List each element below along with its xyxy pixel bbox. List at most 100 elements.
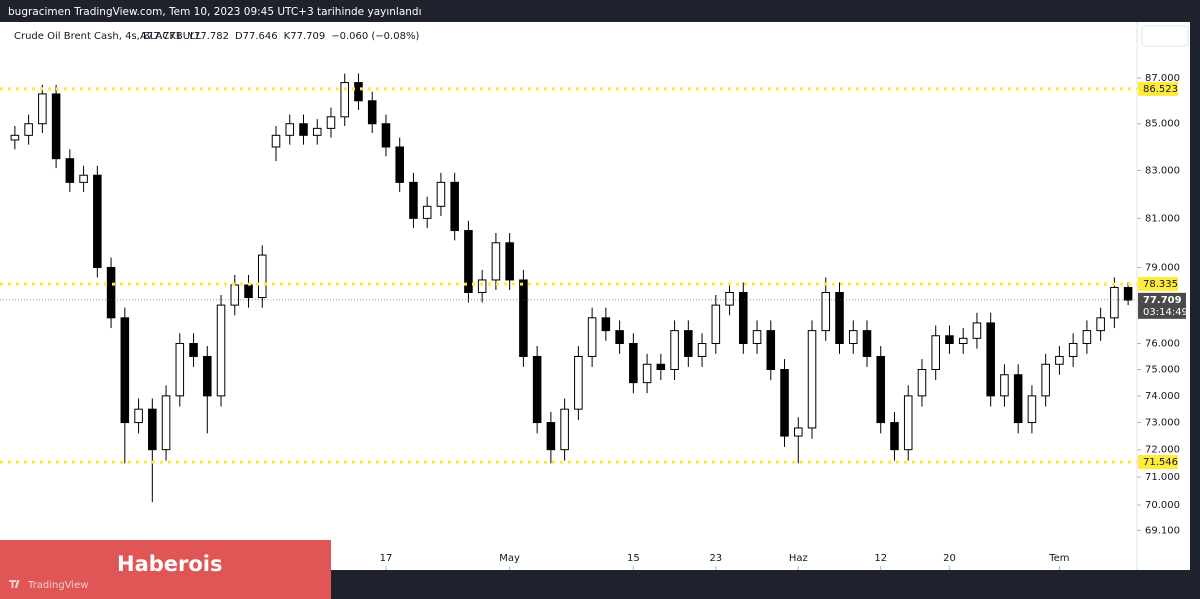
candle-body	[422, 205, 432, 219]
level-label-box	[1138, 277, 1178, 292]
candle-body	[1082, 330, 1092, 344]
candle-body	[1027, 395, 1037, 424]
candle-body	[244, 284, 253, 299]
legend-value: −0.060 (−0.08%)	[331, 31, 419, 42]
candle-body	[450, 181, 459, 232]
y-tick-label: 87.000	[1145, 73, 1180, 84]
x-tick-label: 15	[627, 553, 640, 564]
candle-body	[51, 93, 61, 160]
y-tick-label: 75.000	[1145, 365, 1180, 376]
candle-body	[10, 134, 20, 141]
y-tick-label: 74.000	[1145, 391, 1180, 402]
candle-body	[381, 123, 391, 148]
legend-value: A77.771	[140, 31, 182, 42]
level-label-box	[1138, 455, 1178, 470]
candle-body	[532, 355, 542, 424]
y-tick-label: 73.000	[1145, 418, 1180, 429]
candle-body	[670, 330, 679, 371]
candle-body	[725, 291, 734, 306]
last-price-label: 77.709	[1143, 295, 1182, 306]
candle-body	[271, 134, 281, 148]
legend-value: K77.709	[284, 31, 326, 42]
y-tick-label: 81.000	[1145, 213, 1180, 224]
candle-body	[148, 408, 157, 451]
candle-body	[560, 408, 569, 451]
candle-body	[821, 291, 831, 332]
level-label: 78.335	[1143, 279, 1178, 290]
candle-body	[1096, 317, 1105, 332]
candle-body	[491, 242, 501, 281]
candle-body	[807, 330, 817, 429]
y-tick-label: 70.000	[1145, 500, 1180, 511]
candle-body	[367, 100, 377, 125]
candle-body	[1013, 374, 1023, 424]
candle-body	[477, 279, 487, 293]
candle-body	[958, 337, 968, 344]
candle-body	[230, 284, 240, 306]
candle-body	[436, 181, 446, 207]
x-tick-label: Tem	[1048, 553, 1069, 564]
watermark: Haberois	[117, 552, 223, 576]
candle-body	[1041, 363, 1050, 397]
candle-body	[766, 330, 776, 371]
candle-body	[79, 174, 88, 183]
candle-body	[752, 330, 762, 344]
candle-body	[684, 330, 693, 357]
candle-body	[93, 174, 102, 268]
candle-body	[793, 427, 803, 437]
candle-body	[931, 335, 940, 371]
candle-body	[876, 355, 886, 424]
legend-value: Y77.782	[187, 31, 229, 42]
x-tick-label: 12	[874, 553, 887, 564]
candle-body	[903, 395, 913, 451]
candle-body	[972, 322, 982, 339]
candle-body	[120, 317, 130, 424]
candle-body	[161, 395, 171, 451]
candle-body	[106, 266, 116, 319]
candle-body	[601, 317, 611, 332]
y-tick-label: 69.100	[1145, 525, 1180, 536]
toolbar-button[interactable]	[1141, 25, 1189, 47]
candle-body	[409, 181, 418, 219]
candle-body	[24, 123, 33, 136]
candle-body	[780, 369, 789, 437]
candle-body	[835, 291, 844, 344]
level-label: 86.523	[1143, 84, 1178, 95]
candle-body	[216, 304, 226, 397]
candle-body	[203, 355, 212, 397]
y-tick-label: 76.000	[1145, 338, 1180, 349]
watermark-box	[0, 540, 331, 599]
level-label-box	[1138, 81, 1178, 96]
level-label: 71.546	[1143, 457, 1178, 468]
candle-body	[917, 369, 927, 397]
plot: A77.771 Y77.782 D77.646 K77.709 −0.060 (−0.0…	[0, 31, 1188, 570]
candle-body	[175, 342, 185, 397]
legend-value: D77.646	[235, 31, 278, 42]
candle-body	[134, 408, 143, 424]
candle-body	[890, 422, 899, 451]
candle-body	[1110, 286, 1119, 319]
candle-body	[326, 116, 336, 129]
candle-body	[615, 330, 624, 344]
candle-body	[945, 335, 954, 344]
candle-body	[848, 330, 858, 344]
chart-title: Crude Oil Brent Cash, 4s, BLACKBULL	[14, 31, 202, 42]
candle-body	[395, 146, 404, 183]
brand-logo	[9, 580, 20, 588]
candle-body	[189, 342, 198, 357]
y-tick-label: 85.000	[1145, 119, 1180, 130]
candle-body	[862, 330, 872, 357]
candle-body	[1123, 286, 1133, 301]
candle-body	[257, 254, 267, 299]
candle-body	[464, 230, 473, 293]
candle-body	[1068, 342, 1078, 357]
candle-body	[546, 422, 556, 451]
candle-body	[299, 123, 308, 136]
candle-body	[38, 93, 47, 125]
chart-pane	[0, 22, 1190, 570]
x-tick-label: May	[499, 553, 520, 564]
candle-body	[642, 363, 652, 384]
y-tick-label: 83.000	[1145, 165, 1180, 176]
header-text: bugracimen TradingView.com, Tem 10, 2023…	[8, 6, 422, 18]
